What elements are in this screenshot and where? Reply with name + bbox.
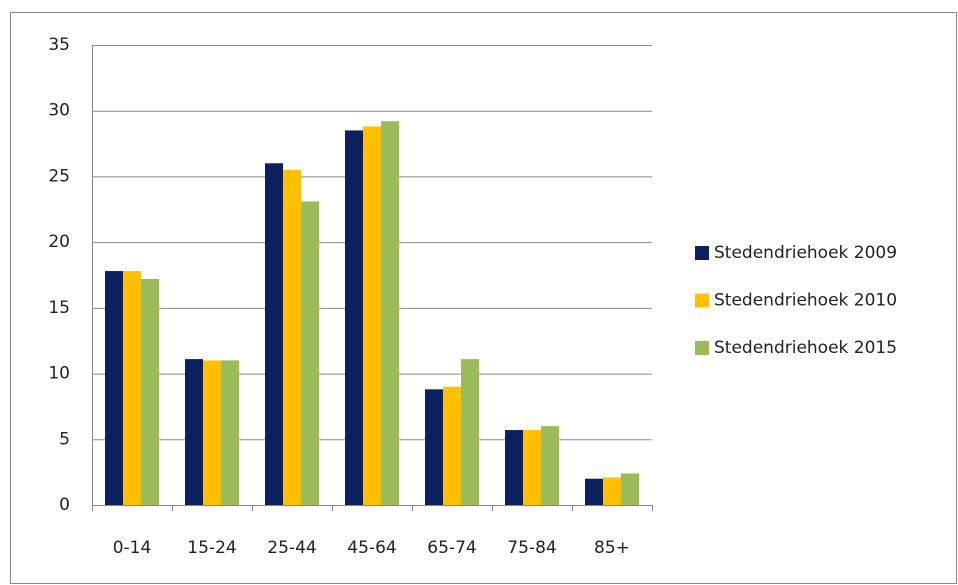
legend-label: Stedendriehoek 2009 [714,243,897,263]
chart-frame [10,12,957,584]
x-tick-label: 45-64 [347,538,396,558]
x-tick-label: 65-74 [427,538,476,558]
bar [603,477,621,505]
x-tick-label: 25-44 [267,538,316,558]
bar [185,359,203,505]
bar [345,130,363,505]
y-tick-label: 25 [48,166,70,186]
y-tick-label: 5 [59,429,70,449]
legend-label: Stedendriehoek 2010 [714,291,897,311]
bar [203,360,221,505]
bar [301,201,319,505]
bar [381,121,399,505]
y-tick-label: 30 [48,101,70,121]
bar [461,359,479,505]
bar [585,478,603,505]
y-tick-label: 20 [48,232,70,252]
x-tick-label: 0-14 [113,538,152,558]
bar [105,271,123,505]
bar [443,386,461,505]
legend-swatch [695,293,709,308]
y-tick-label: 35 [48,35,70,55]
bar [505,430,523,505]
bar [621,473,639,505]
x-tick-label: 85+ [594,538,630,558]
legend-swatch [695,341,709,355]
bar [141,278,159,505]
bar [523,430,541,505]
legend-label: Stedendriehoek 2015 [714,338,897,358]
bar [425,389,443,505]
legend-swatch [695,246,709,260]
y-tick-label: 10 [48,364,70,384]
y-tick-label: 0 [59,495,70,515]
bar [541,426,559,505]
bar [265,163,283,506]
bar [221,360,239,505]
bar [123,271,141,505]
bar [363,126,381,505]
x-tick-label: 15-24 [187,538,236,558]
x-tick-label: 75-84 [507,538,556,558]
y-tick-label: 15 [48,298,70,318]
bar [283,169,301,505]
